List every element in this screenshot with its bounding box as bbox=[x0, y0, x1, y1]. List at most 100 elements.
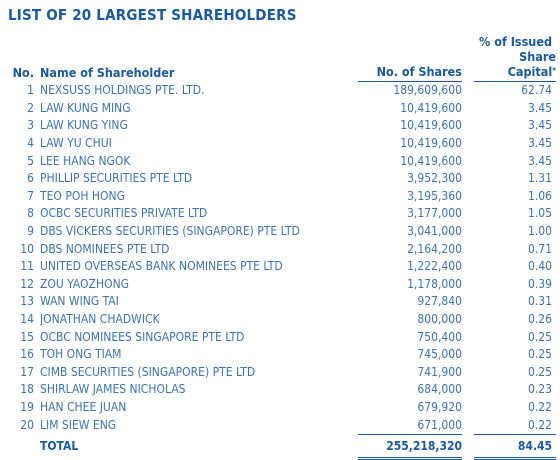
row-number: 7 bbox=[27, 188, 34, 203]
page-title: LIST OF 20 LARGEST SHAREHOLDERS bbox=[8, 6, 297, 24]
shareholder-name: LAW KUNG MING bbox=[40, 100, 131, 115]
share-count: 745,000 bbox=[417, 347, 462, 362]
share-percentage: 0.25 bbox=[527, 329, 552, 344]
spacer bbox=[462, 381, 474, 399]
row-number: 19 bbox=[20, 399, 34, 414]
table-row: 18 SHIRLAW JAMES NICHOLAS 684,000 0.23 bbox=[12, 381, 556, 399]
table-row: 15 OCBC NOMINEES SINGAPORE PTE LTD 750,400… bbox=[12, 328, 556, 346]
row-number: 8 bbox=[27, 206, 34, 221]
shareholder-name: CIMB SECURITIES (SINGAPORE) PTE LTD bbox=[40, 364, 256, 379]
table-row: 19 HAN CHEE JUAN 679,920 0.22 bbox=[12, 399, 556, 417]
table-row: 6 PHILLIP SECURITIES PTE LTD 3,952,300 1.31 bbox=[12, 170, 556, 188]
no-header: No. bbox=[12, 64, 34, 80]
table-body: 1 NEXSUSS HOLDINGS PTE. LTD. 189,609,600 62… bbox=[12, 82, 556, 435]
share-count: 3,041,000 bbox=[407, 224, 462, 239]
spacer bbox=[462, 223, 474, 241]
table-row: 2 LAW KUNG MING 10,419,600 3.45 bbox=[12, 100, 556, 118]
table-row: 8 OCBC SECURITIES PRIVATE LTD 3,177,000 1.0… bbox=[12, 205, 556, 223]
name-header: Name of Shareholder bbox=[40, 64, 175, 80]
shareholder-name: SHIRLAW JAMES NICHOLAS bbox=[40, 382, 186, 397]
spacer bbox=[462, 276, 474, 294]
share-percentage: 1.06 bbox=[527, 188, 552, 203]
table-row: 17 CIMB SECURITIES (SINGAPORE) PTE LTD 741… bbox=[12, 364, 556, 382]
row-number: 3 bbox=[27, 118, 34, 133]
spacer bbox=[462, 82, 474, 100]
spacer bbox=[462, 100, 474, 118]
shareholder-name: OCBC SECURITIES PRIVATE LTD bbox=[40, 206, 208, 221]
row-number: 1 bbox=[27, 83, 34, 98]
share-count: 189,609,600 bbox=[393, 83, 462, 98]
share-count: 927,840 bbox=[417, 294, 462, 309]
row-number: 17 bbox=[20, 364, 34, 379]
pct-header-line2: Share Capital* bbox=[474, 49, 556, 82]
spacer bbox=[462, 170, 474, 188]
row-number: 6 bbox=[27, 171, 34, 186]
share-count: 10,419,600 bbox=[400, 118, 462, 133]
spacer bbox=[462, 188, 474, 206]
shareholders-table: % of Issued No. Name of Shareholder No. … bbox=[12, 34, 556, 460]
share-percentage: 3.45 bbox=[527, 153, 552, 168]
share-count: 10,419,600 bbox=[400, 153, 462, 168]
table-row: 20 LIM SIEW ENG 671,000 0.22 bbox=[12, 416, 556, 434]
share-count: 3,177,000 bbox=[407, 206, 462, 221]
row-number: 2 bbox=[27, 100, 34, 115]
share-percentage: 1.00 bbox=[527, 224, 552, 239]
table-row: 14 JONATHAN CHADWICK 800,000 0.26 bbox=[12, 311, 556, 329]
table-row: 10 DBS NOMINEES PTE LTD 2,164,200 0.71 bbox=[12, 240, 556, 258]
share-percentage: 3.45 bbox=[527, 118, 552, 133]
footnote-mark: * bbox=[552, 66, 556, 75]
share-count: 1,178,000 bbox=[407, 276, 462, 291]
row-number: 20 bbox=[20, 417, 34, 432]
shareholder-name: PHILLIP SECURITIES PTE LTD bbox=[40, 171, 193, 186]
table-row: 11 UNITED OVERSEAS BANK NOMINEES PTE LTD 1… bbox=[12, 258, 556, 276]
table-row: 4 LAW YU CHUI 10,419,600 3.45 bbox=[12, 135, 556, 153]
spacer bbox=[462, 399, 474, 417]
total-pct: 84.45 bbox=[474, 433, 556, 460]
share-percentage: 1.31 bbox=[527, 171, 552, 186]
spacer bbox=[462, 346, 474, 364]
spacer bbox=[462, 293, 474, 311]
shareholder-name: LIM SIEW ENG bbox=[40, 417, 117, 432]
share-percentage: 3.45 bbox=[527, 100, 552, 115]
table-row: 5 LEE HANG NGOK 10,419,600 3.45 bbox=[12, 152, 556, 170]
share-count: 750,400 bbox=[417, 329, 462, 344]
shareholder-name: NEXSUSS HOLDINGS PTE. LTD. bbox=[40, 83, 205, 98]
shareholder-name: JONATHAN CHADWICK bbox=[40, 312, 160, 327]
row-number: 10 bbox=[20, 241, 34, 256]
table-row: 16 TOH ONG TIAM 745,000 0.25 bbox=[12, 346, 556, 364]
spacer bbox=[462, 135, 474, 153]
table-row: 7 TEO POH HONG 3,195,360 1.06 bbox=[12, 188, 556, 206]
spacer bbox=[462, 205, 474, 223]
row-number: 11 bbox=[20, 259, 34, 274]
share-count: 684,000 bbox=[417, 382, 462, 397]
share-percentage: 1.05 bbox=[527, 206, 552, 221]
shareholder-name: DBS VICKERS SECURITIES (SINGAPORE) PTE L… bbox=[40, 224, 300, 239]
share-percentage: 0.31 bbox=[527, 294, 552, 309]
shareholder-name: LAW YU CHUI bbox=[40, 136, 112, 151]
row-number: 9 bbox=[27, 224, 34, 239]
shareholder-name: TOH ONG TIAM bbox=[40, 347, 122, 362]
share-count: 3,195,360 bbox=[407, 188, 462, 203]
table-row: 13 WAN WING TAI 927,840 0.31 bbox=[12, 293, 556, 311]
share-percentage: 62.74 bbox=[521, 83, 552, 98]
share-percentage: 0.39 bbox=[527, 276, 552, 291]
row-number: 14 bbox=[20, 312, 34, 327]
spacer bbox=[462, 311, 474, 329]
row-number: 16 bbox=[20, 347, 34, 362]
row-number: 4 bbox=[27, 136, 34, 151]
spacer bbox=[462, 152, 474, 170]
share-count: 2,164,200 bbox=[407, 241, 462, 256]
shareholder-name: ZOU YAOZHONG bbox=[40, 276, 130, 291]
table-header: % of Issued No. Name of Shareholder No. … bbox=[12, 34, 556, 82]
share-percentage: 0.71 bbox=[527, 241, 552, 256]
spacer bbox=[462, 364, 474, 382]
row-number: 12 bbox=[20, 276, 34, 291]
table-row: 1 NEXSUSS HOLDINGS PTE. LTD. 189,609,600 62… bbox=[12, 82, 556, 100]
share-count: 800,000 bbox=[417, 312, 462, 327]
share-percentage: 0.22 bbox=[527, 417, 552, 432]
spacer bbox=[462, 328, 474, 346]
shareholder-name: HAN CHEE JUAN bbox=[40, 399, 127, 414]
row-number: 18 bbox=[20, 382, 34, 397]
total-label: TOTAL bbox=[40, 439, 79, 454]
shareholder-name: LAW KUNG YING bbox=[40, 118, 128, 133]
